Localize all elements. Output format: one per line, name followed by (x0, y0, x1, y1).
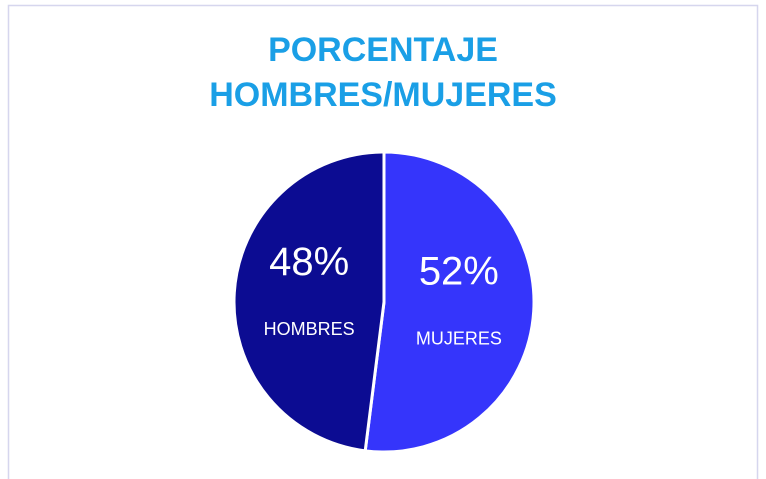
chart-title: PORCENTAJE HOMBRES/MUJERES (209, 31, 557, 114)
data-labels: 52% MUJERES 48% HOMBRES (264, 240, 502, 349)
chart-title-line: PORCENTAJE (268, 31, 498, 69)
pie-slice (363, 150, 536, 454)
pie (232, 150, 536, 454)
category-label: MUJERES (416, 328, 502, 348)
pie-slice (232, 150, 386, 453)
chart-title-line: HOMBRES/MUJERES (209, 76, 557, 114)
value-label: 52% (419, 249, 499, 293)
value-label: 48% (269, 240, 349, 284)
category-label: HOMBRES (264, 319, 355, 339)
